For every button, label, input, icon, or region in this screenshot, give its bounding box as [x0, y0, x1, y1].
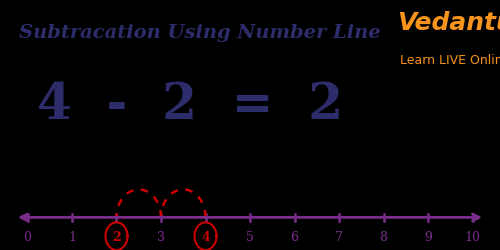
Text: Subtracation Using Number Line: Subtracation Using Number Line: [19, 24, 381, 42]
Text: 4: 4: [201, 230, 210, 243]
Text: 0: 0: [24, 230, 32, 243]
Text: 8: 8: [380, 230, 388, 243]
Text: Learn LIVE Online: Learn LIVE Online: [400, 54, 500, 66]
Text: 5: 5: [246, 230, 254, 243]
Text: Vedantu: Vedantu: [396, 10, 500, 34]
Text: 6: 6: [290, 230, 298, 243]
Text: 2: 2: [112, 230, 121, 243]
Text: 1: 1: [68, 230, 76, 243]
Text: 9: 9: [424, 230, 432, 243]
Text: 10: 10: [464, 230, 480, 243]
Text: 3: 3: [157, 230, 165, 243]
Text: 7: 7: [335, 230, 343, 243]
Text: 4  -  2  =  2: 4 - 2 = 2: [37, 80, 343, 130]
